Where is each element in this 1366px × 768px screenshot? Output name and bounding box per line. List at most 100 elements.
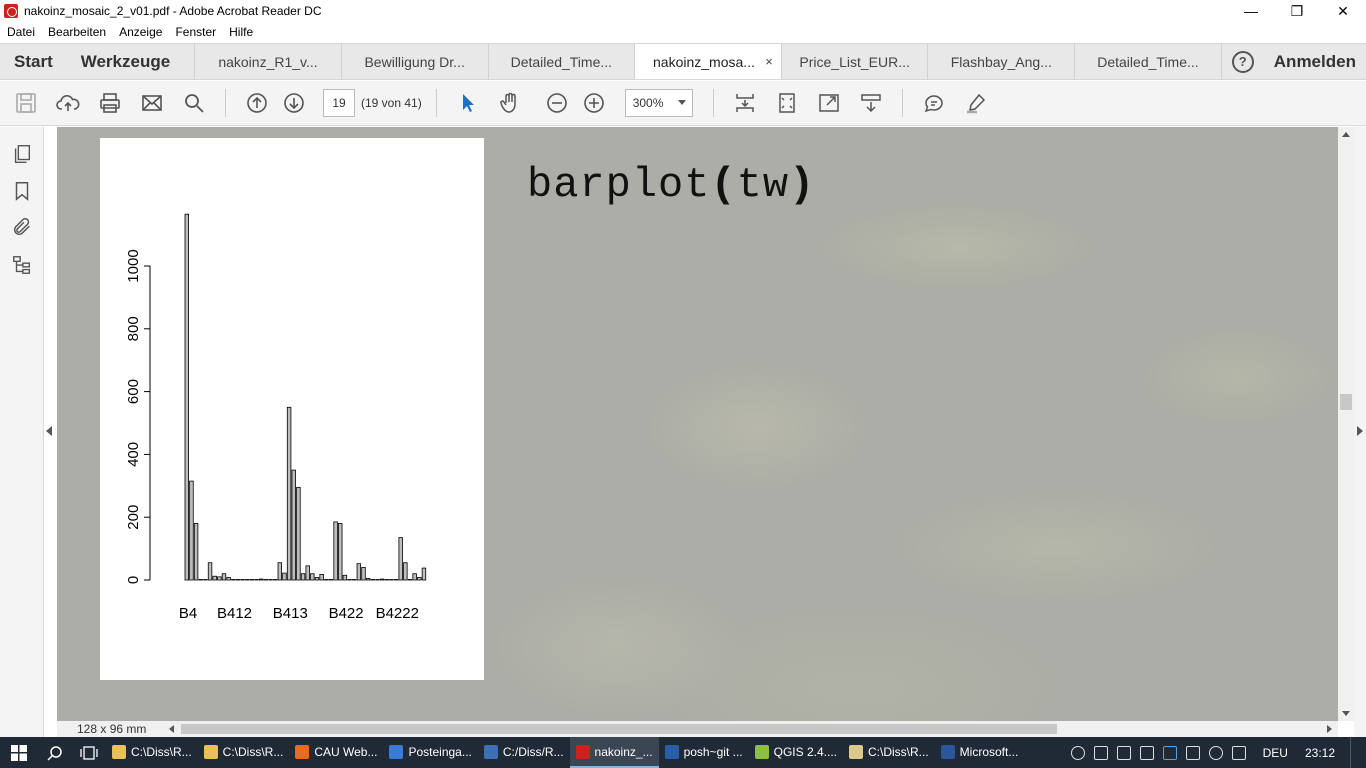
chevron-down-icon (677, 100, 686, 105)
taskbar-app-button[interactable]: C:\Diss\R... (843, 737, 935, 768)
app-tray-icon[interactable] (1162, 745, 1177, 760)
fit-page-icon[interactable] (771, 87, 803, 119)
bar (370, 579, 375, 581)
bar (347, 579, 352, 581)
document-tab[interactable]: nakoinz_R1_v... (194, 44, 341, 79)
windows-start-icon[interactable] (0, 737, 38, 768)
scroll-mode-icon[interactable] (729, 87, 761, 119)
hand-tool-icon[interactable] (494, 87, 526, 119)
scroll-down-icon[interactable] (1342, 711, 1350, 716)
attachment-icon[interactable] (9, 214, 35, 240)
taskbar-app-button[interactable]: QGIS 2.4.... (749, 737, 843, 768)
bar (296, 486, 301, 581)
document-tab-label: nakoinz_R1_v... (218, 53, 318, 70)
document-viewport[interactable]: 0 200 400 600 800 1000 B4 B412 B413 B422 B4222 bar… (57, 127, 1338, 721)
notifications-icon[interactable] (1231, 745, 1246, 760)
scroll-thumb[interactable] (1340, 394, 1352, 410)
tab-start[interactable]: Start (14, 51, 53, 71)
taskbar-app-label: C:\Diss\R... (867, 744, 929, 759)
usb-icon[interactable] (1116, 745, 1131, 760)
collapse-left-panel-icon[interactable] (46, 426, 52, 436)
scroll-left-icon[interactable] (169, 725, 174, 733)
task-view-icon[interactable] (72, 737, 106, 768)
bar (217, 576, 222, 581)
restore-button[interactable]: ❐ (1290, 2, 1304, 19)
app-icon (848, 744, 863, 759)
taskbar-app-button[interactable]: C:/Diss/R... (478, 737, 570, 768)
expand-right-panel-icon[interactable] (1357, 426, 1363, 436)
download-tray-icon[interactable] (1093, 745, 1108, 760)
onedrive-icon[interactable] (1070, 745, 1085, 760)
close-window-button[interactable]: ✕ (1337, 2, 1349, 19)
download-icon[interactable] (855, 87, 887, 119)
show-desktop-button[interactable] (1350, 737, 1356, 768)
bar (356, 563, 362, 581)
bar (333, 521, 338, 581)
app-icon (112, 744, 126, 759)
clock[interactable]: 23:12 (1304, 745, 1335, 760)
input-language[interactable]: DEU (1262, 745, 1288, 760)
bar (286, 406, 292, 581)
taskbar-app-button[interactable]: nakoinz_... (569, 737, 659, 768)
search-icon[interactable] (178, 87, 210, 119)
zoom-dropdown[interactable]: 300% (624, 89, 693, 117)
menu-anzeige[interactable]: Anzeige (119, 25, 163, 39)
cloud-upload-icon[interactable] (52, 87, 84, 119)
vertical-scrollbar[interactable] (1338, 127, 1354, 721)
scroll-right-icon[interactable] (1327, 725, 1332, 733)
page-number-input[interactable]: 19 (323, 89, 355, 117)
bar (412, 573, 417, 581)
scroll-up-icon[interactable] (1342, 132, 1350, 137)
volume-icon[interactable] (1208, 745, 1223, 760)
next-page-icon[interactable] (278, 87, 310, 119)
taskbar-app-button[interactable]: posh~git ... (659, 737, 749, 768)
taskbar-app-button[interactable]: C:\Diss\R... (106, 737, 198, 768)
zoom-out-icon[interactable] (541, 87, 573, 119)
menu-bearbeiten[interactable]: Bearbeiten (48, 25, 107, 39)
login-button[interactable]: Anmelden (1273, 51, 1356, 71)
right-side-panel (1354, 127, 1366, 737)
taskbar-app-button[interactable]: C:\Diss\R... (198, 737, 290, 768)
document-tab[interactable]: Flashbay_Ang... (927, 44, 1074, 79)
horizontal-scroll-thumb[interactable] (181, 724, 1057, 734)
cloud-sync-icon[interactable] (1139, 745, 1154, 760)
slide-title: barplot(tw) (527, 161, 815, 209)
print-icon[interactable] (94, 87, 126, 119)
full-screen-icon[interactable] (813, 87, 845, 119)
bar (379, 578, 385, 581)
previous-page-icon[interactable] (241, 87, 273, 119)
document-tab[interactable]: Price_List_EUR... (780, 44, 928, 79)
acrobat-icon (4, 4, 18, 18)
page-size-label: 128 x 96 mm (77, 722, 147, 736)
document-tab-active[interactable]: nakoinz_mosa... × (634, 44, 781, 79)
document-tab[interactable]: Detailed_Time... (1074, 44, 1221, 79)
app-icon (664, 744, 679, 759)
menu-fenster[interactable]: Fenster (175, 25, 217, 39)
mail-icon[interactable] (136, 87, 168, 119)
comment-icon[interactable] (918, 87, 950, 119)
bar (403, 562, 408, 581)
document-tab[interactable]: Bewilligung Dr... (340, 44, 488, 79)
layers-tree-icon[interactable] (9, 252, 35, 278)
minimize-button[interactable]: — (1244, 3, 1258, 19)
help-icon[interactable]: ? (1231, 50, 1254, 73)
bar-chart: 0 200 400 600 800 1000 B4 B412 B413 B422 B4222 (125, 213, 427, 622)
barplot-figure: 0 200 400 600 800 1000 B4 B412 B413 B422 B4222 (100, 138, 484, 680)
taskbar-app-button[interactable]: CAU Web... (289, 737, 383, 768)
tab-tools[interactable]: Werkzeuge (80, 51, 171, 71)
menu-datei[interactable]: Datei (7, 25, 36, 39)
pages-thumbnail-icon[interactable] (9, 141, 35, 167)
tab-close-icon[interactable]: × (765, 54, 773, 69)
bookmark-icon[interactable] (9, 178, 35, 204)
taskbar-app-button[interactable]: Posteinga... (383, 737, 477, 768)
taskbar-app-button[interactable]: Microsoft... (935, 737, 1025, 768)
menu-hilfe[interactable]: Hilfe (229, 25, 254, 39)
document-tab[interactable]: Detailed_Time... (487, 44, 635, 79)
search-icon[interactable] (38, 737, 72, 768)
select-cursor-icon[interactable] (452, 87, 484, 119)
save-icon[interactable] (10, 87, 42, 119)
document-tab-label: Price_List_EUR... (799, 53, 910, 70)
highlight-pen-icon[interactable] (960, 87, 992, 119)
network-icon[interactable] (1185, 745, 1200, 760)
zoom-in-icon[interactable] (578, 87, 610, 119)
